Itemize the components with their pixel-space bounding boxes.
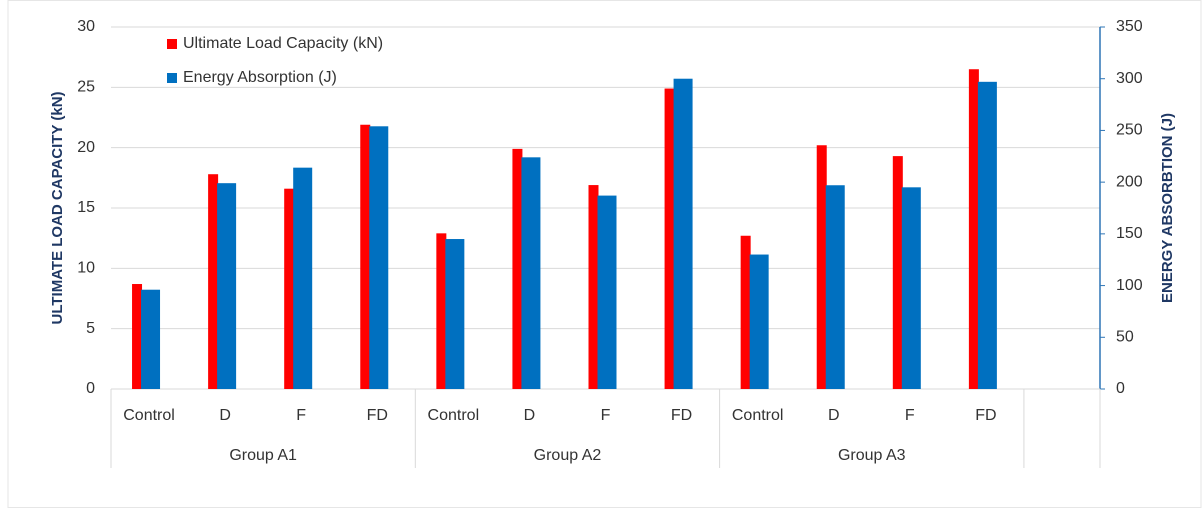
bar xyxy=(436,233,447,389)
x-tick-label: F xyxy=(905,407,915,424)
x-tick-label: D xyxy=(219,407,231,424)
x-tick-label: FD xyxy=(975,407,996,424)
y2-tick-label: 300 xyxy=(1116,70,1143,87)
bar xyxy=(284,188,295,389)
x-tick-label: Control xyxy=(732,407,784,424)
group-label: Group A3 xyxy=(838,447,906,464)
bar xyxy=(968,69,979,389)
y-tick-label: 15 xyxy=(77,199,95,216)
x-tick-label: F xyxy=(601,407,611,424)
bar xyxy=(816,145,827,389)
y2-tick-label: 250 xyxy=(1116,122,1143,139)
bar xyxy=(892,156,903,389)
y-tick-label: 20 xyxy=(77,139,95,156)
bar xyxy=(512,148,523,389)
bar xyxy=(360,124,371,390)
x-tick-label: F xyxy=(296,407,306,424)
y-tick-label: 30 xyxy=(77,18,95,35)
bar xyxy=(445,239,465,389)
y-axis-title: ULTIMATE LOAD CAPACITY (kN) xyxy=(49,91,66,324)
bar xyxy=(749,254,769,389)
group-label: Group A2 xyxy=(534,447,602,464)
bar xyxy=(132,284,143,389)
legend-label: Energy Absorption (J) xyxy=(183,69,337,86)
x-tick-label: Control xyxy=(123,407,175,424)
bar xyxy=(217,183,237,389)
bar xyxy=(977,81,997,390)
y-tick-label: 5 xyxy=(86,320,95,337)
x-tick-label: D xyxy=(828,407,840,424)
y2-tick-label: 200 xyxy=(1116,173,1143,190)
bar xyxy=(141,289,161,389)
bar xyxy=(597,195,617,389)
bar xyxy=(588,185,599,389)
group-label: Group A1 xyxy=(229,447,297,464)
y2-tick-label: 150 xyxy=(1116,225,1143,242)
bar xyxy=(369,126,389,389)
bar xyxy=(664,88,675,389)
legend-swatch xyxy=(167,39,177,49)
x-tick-label: D xyxy=(524,407,536,424)
x-tick-label: Control xyxy=(428,407,480,424)
y2-tick-label: 350 xyxy=(1116,18,1143,35)
y-tick-label: 25 xyxy=(77,79,95,96)
legend-swatch xyxy=(167,73,177,83)
legend-label: Ultimate Load Capacity (kN) xyxy=(183,35,383,52)
y-tick-label: 0 xyxy=(86,380,95,397)
bar xyxy=(673,78,693,389)
bar xyxy=(293,167,313,389)
y-tick-label: 10 xyxy=(77,260,95,277)
bar xyxy=(208,174,219,389)
y2-tick-label: 0 xyxy=(1116,380,1125,397)
y2-tick-label: 50 xyxy=(1116,329,1134,346)
y2-tick-label: 100 xyxy=(1116,277,1143,294)
bar xyxy=(901,187,921,389)
x-tick-label: FD xyxy=(671,407,692,424)
bar xyxy=(521,157,541,389)
bar xyxy=(740,235,751,389)
bar xyxy=(825,185,845,389)
y2-axis-title: ENERGY ABSORBTION (J) xyxy=(1159,113,1176,303)
x-tick-label: FD xyxy=(367,407,388,424)
